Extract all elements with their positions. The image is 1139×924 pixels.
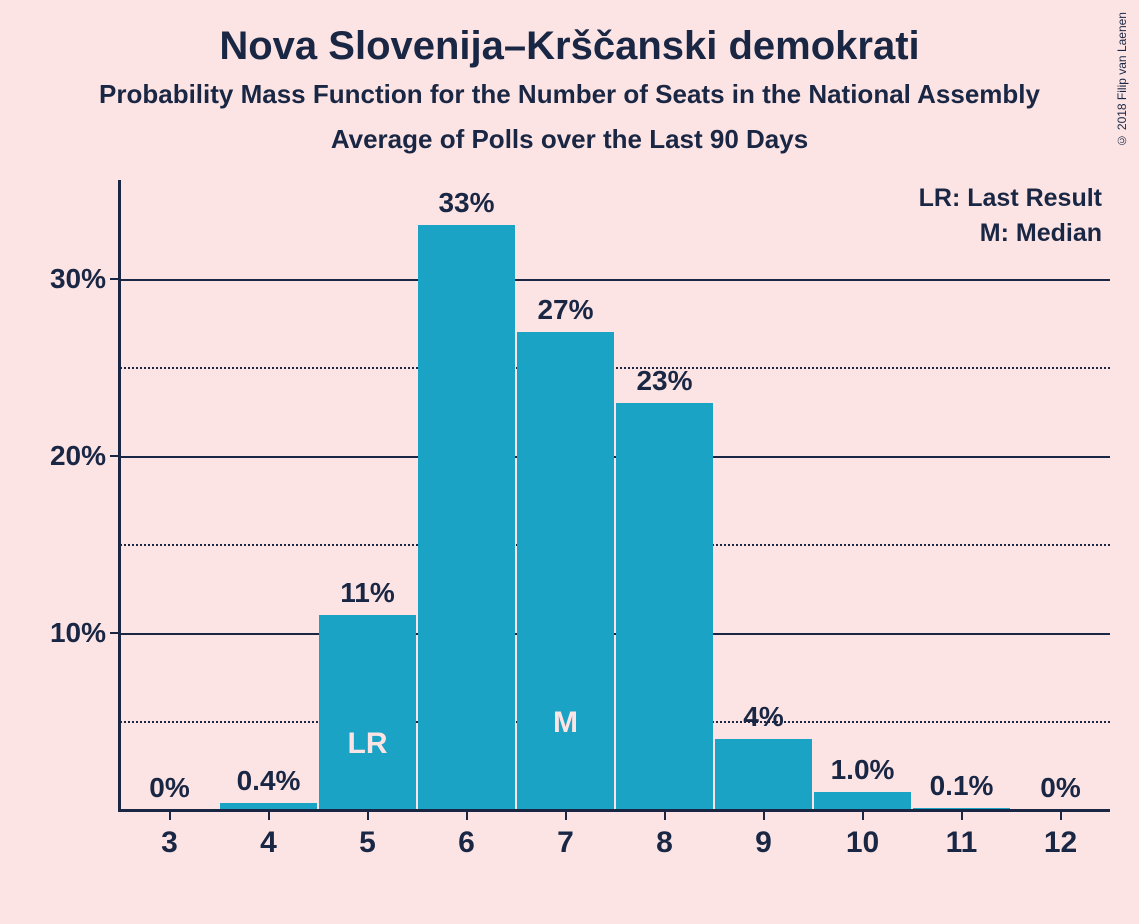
legend-m: M: Median [919,219,1102,248]
bar [814,792,911,810]
chart-subtitle-1: Probability Mass Function for the Number… [0,79,1139,110]
pmf-bar-chart: 10%20%30%0%30.4%411%LR533%627%M723%84%91… [120,190,1110,810]
copyright-text: © 2018 Filip van Laenen [1115,12,1129,147]
bar-inner-label: LR [348,727,388,761]
bar [319,615,416,810]
gridline-minor [120,367,1110,369]
bar-value-label: 1.0% [831,754,895,786]
bar [715,739,812,810]
bar-value-label: 33% [438,187,494,219]
bar-value-label: 23% [636,365,692,397]
bar-value-label: 0.4% [237,765,301,797]
x-axis [118,809,1110,812]
bar-value-label: 0% [1040,772,1080,804]
chart-legend: LR: Last Result M: Median [919,184,1102,248]
bar-value-label: 11% [340,577,395,609]
bar [418,225,515,810]
gridline-major [120,279,1110,281]
bar [616,403,713,810]
bar-value-label: 0.1% [930,770,994,802]
bar-value-label: 27% [537,294,593,326]
chart-title: Nova Slovenija–Krščanski demokrati [0,0,1139,69]
bar-inner-label: M [553,706,578,740]
plot-area: 10%20%30%0%30.4%411%LR533%627%M723%84%91… [120,190,1110,810]
legend-lr: LR: Last Result [919,184,1102,213]
bar-value-label: 0% [149,772,189,804]
chart-subtitle-2: Average of Polls over the Last 90 Days [0,124,1139,155]
y-axis [118,180,121,810]
bar-value-label: 4% [743,701,783,733]
